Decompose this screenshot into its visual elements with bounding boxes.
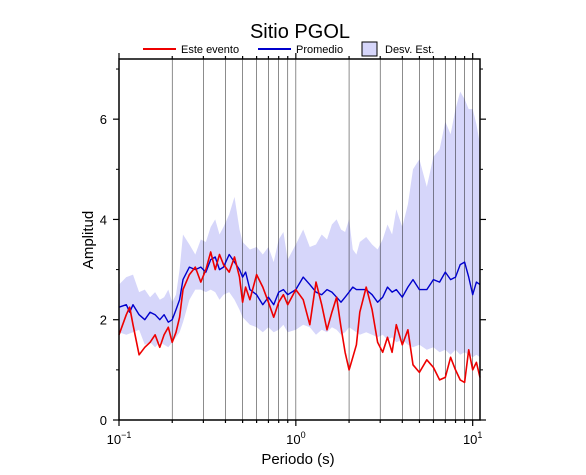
plot-area bbox=[118, 59, 481, 420]
y-tick-label: 4 bbox=[100, 212, 107, 227]
y-tick-label: 6 bbox=[100, 112, 107, 127]
legend: Este evento Promedio Desv. Est. bbox=[143, 41, 434, 57]
plot-frame bbox=[118, 58, 481, 421]
y-tick-label: 2 bbox=[100, 313, 107, 328]
x-tick-label: 100 bbox=[286, 430, 305, 447]
y-tick-label: 0 bbox=[100, 413, 107, 428]
x-axis-title: Periodo (s) bbox=[261, 451, 334, 468]
series-layer bbox=[118, 251, 481, 384]
legend-swatch-desv-est bbox=[361, 41, 378, 57]
x-tick-label: 101 bbox=[463, 430, 482, 447]
y-axis-title: Amplitud bbox=[80, 211, 97, 269]
grid-layer bbox=[118, 59, 473, 420]
legend-label-promedio: Promedio bbox=[296, 44, 343, 56]
std-dev-band bbox=[119, 91, 480, 358]
series-line-este-evento bbox=[118, 251, 481, 384]
band-layer bbox=[119, 91, 480, 358]
legend-label-este-evento: Este evento bbox=[181, 44, 239, 56]
chart-title: Sitio PGOL bbox=[250, 21, 350, 43]
x-tick-label: 10−1 bbox=[107, 430, 132, 447]
axes-layer: 0 2 4 6 10−1 100 101 bbox=[100, 53, 486, 447]
legend-label-desv-est: Desv. Est. bbox=[385, 44, 434, 56]
